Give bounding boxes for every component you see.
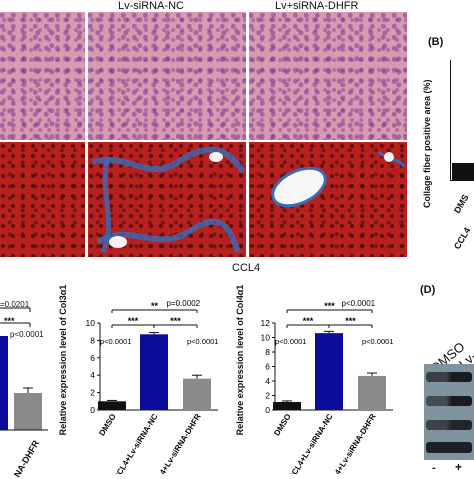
chart2-ytick-label: 0 <box>265 405 270 415</box>
chart2-bar <box>273 402 301 410</box>
chart2-ytick-label: 8 <box>265 347 270 357</box>
he-image-ccl4-only <box>0 12 85 140</box>
chart2-xtick-label: CCL4+Lv-siRNA-DHFR <box>324 412 378 474</box>
western-blot <box>424 364 474 460</box>
left-chart-fragment <box>0 307 48 431</box>
western-band-1 <box>426 372 472 382</box>
chart2-ytick-label: 10 <box>261 333 271 343</box>
chart2-p-value: p<0.0001 <box>275 337 307 346</box>
chart2-col4a1: 0 2 4 6 8 10 12 DMSOCCL4+Lv-siRNA-NCCCL4+Lv-siR… <box>261 299 394 474</box>
chart2-bar <box>315 333 343 410</box>
panel-d-label: (D) <box>420 284 436 296</box>
chart1-col3a1: 0 2 4 6 8 10 DMSOCCL4+Lv-siRNA-NCCCL4+Lv-siRNA… <box>86 299 219 474</box>
chart1-bar <box>140 334 168 410</box>
masson-image-lv-sirna-dhfr <box>249 142 407 257</box>
western-band-3 <box>426 420 472 430</box>
he-image-lv-sirna-nc <box>88 12 246 140</box>
panel-b-axis <box>450 60 451 180</box>
ccl4-group-label: CCL4 <box>232 262 261 274</box>
chart1-ytick-label: 10 <box>86 318 96 328</box>
chart2-ytick-label: 12 <box>261 318 271 328</box>
chart1-ytick-label: 4 <box>90 370 95 380</box>
chart1-sig-stars: ** <box>151 301 159 311</box>
column-title-dhfr: Lv+siRNA-DHFR <box>275 0 359 12</box>
chart1-ylabel: Relative expression level of Col3α1 <box>58 284 68 436</box>
panel-b-bar-dmso <box>452 163 474 180</box>
chart1-p-value: p=0.0002 <box>167 299 201 308</box>
panel-b-ylabel: Collage fiber positive area (%) <box>422 79 432 208</box>
panel-b-baseline <box>450 180 474 181</box>
chart2-xtick-label: DMSO <box>272 412 292 437</box>
left-p-top: =0.0201 <box>0 300 30 309</box>
vessel-overlay <box>271 150 406 208</box>
lane-minus: - <box>432 462 436 474</box>
left-stars: *** <box>4 316 15 326</box>
panel-b-xtick-ccl4: CCL4 <box>452 225 473 251</box>
he-image-lv-sirna-dhfr <box>249 12 407 140</box>
panel-b-xtick-dmso: DMS <box>452 192 471 215</box>
chart1-xtick-label: DMSO <box>97 412 117 437</box>
fibrosis-overlay <box>92 146 246 254</box>
chart2-sig-stars: *** <box>345 316 356 326</box>
chart2-ytick-label: 2 <box>265 391 270 401</box>
chart1-xtick-label: CCL4+Lv-siRNA-NC <box>112 412 160 474</box>
chart1-ytick-label: 6 <box>90 353 95 363</box>
western-band-2 <box>426 396 472 406</box>
left-p-mid: p<0.0001 <box>10 330 44 339</box>
chart2-ytick-label: 4 <box>265 376 270 386</box>
chart2-p-value: p<0.0001 <box>342 299 376 308</box>
left-bar-nc <box>0 336 8 430</box>
chart1-p-value: p<0.0001 <box>100 337 132 346</box>
column-title-nc: Lv-siRNA-NC <box>118 0 184 12</box>
chart1-p-value: p<0.0001 <box>187 337 219 346</box>
chart1-ytick-label: 8 <box>90 335 95 345</box>
chart1-bar <box>98 401 126 410</box>
masson-image-ccl4-only <box>0 142 85 257</box>
chart2-p-value: p<0.0001 <box>362 337 394 346</box>
panel-b-label: (B) <box>428 36 444 48</box>
chart1-ytick-label: 0 <box>90 405 95 415</box>
chart1-bar <box>183 378 211 410</box>
chart1-xtick-label: CCL4+Lv-siRNA-DHFR <box>149 412 203 474</box>
chart1-ytick-label: 2 <box>90 388 95 398</box>
left-bar-dhfr <box>14 393 42 430</box>
chart2-bar <box>358 375 386 410</box>
western-band-4 <box>426 442 472 453</box>
chart1-sig-stars: *** <box>128 316 139 326</box>
lane-plus: + <box>455 460 463 474</box>
chart2-sig-stars: *** <box>303 316 314 326</box>
chart2-ylabel: Relative expression level of Col4α1 <box>235 284 245 436</box>
chart1-sig-stars: *** <box>170 316 181 326</box>
masson-image-lv-sirna-nc <box>88 142 246 257</box>
chart2-ytick-label: 6 <box>265 362 270 372</box>
chart2-xtick-label: CCL4+Lv-siRNA-NC <box>287 412 335 474</box>
chart2-sig-stars: *** <box>324 301 335 311</box>
